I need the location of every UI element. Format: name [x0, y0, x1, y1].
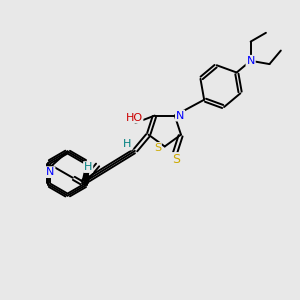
Text: N: N	[46, 167, 55, 177]
Text: N: N	[176, 111, 184, 121]
Text: S: S	[172, 153, 180, 166]
Text: H: H	[123, 140, 132, 149]
Text: S: S	[154, 143, 161, 153]
Text: N: N	[246, 56, 255, 66]
Text: HO: HO	[125, 113, 142, 123]
Text: H: H	[84, 162, 92, 172]
